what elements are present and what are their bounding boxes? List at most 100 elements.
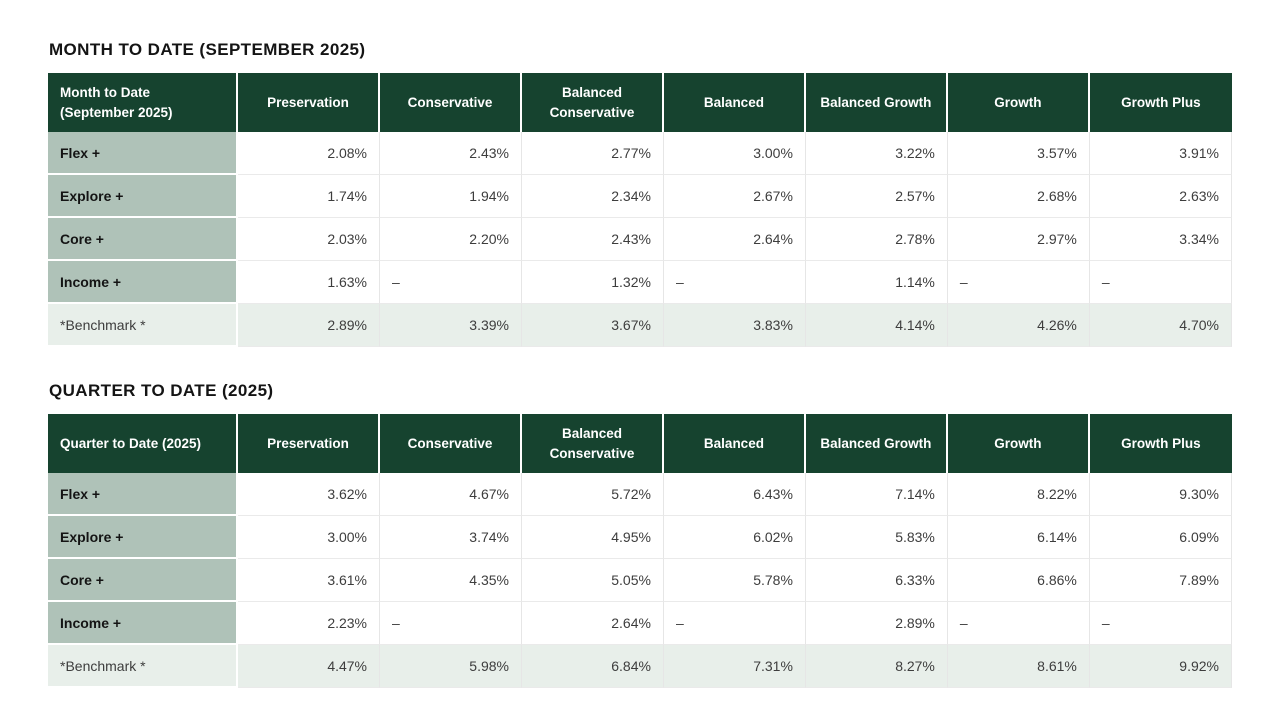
value-cell: 3.39%: [380, 304, 522, 347]
section-title: QUARTER TO DATE (2025): [49, 381, 274, 400]
performance-table: Quarter to Date (2025) Preservation Conse…: [48, 414, 1232, 688]
value-cell: 3.22%: [805, 132, 948, 175]
value-cell: 2.78%: [805, 218, 948, 261]
column-header-cell: Preservation: [238, 73, 381, 132]
value-cell: 4.67%: [380, 473, 522, 516]
value-cell: 4.70%: [1089, 304, 1232, 347]
table-section: MONTH TO DATE (SEPTEMBER 2025) Month to …: [48, 40, 1232, 347]
corner-header-cell: Month to Date (September 2025): [48, 73, 239, 132]
value-cell-empty: –: [947, 261, 1090, 304]
value-cell: 6.02%: [663, 516, 806, 559]
value-cell: 1.32%: [521, 261, 664, 304]
value-cell: 4.14%: [805, 304, 948, 347]
column-header-cell: Balanced Growth: [805, 414, 948, 473]
table-row: Core +2.03% 2.20% 2.43% 2.64% 2.78% 2.97% 3.34…: [48, 218, 1232, 261]
header-row: Quarter to Date (2025) Preservation Conse…: [48, 414, 1232, 473]
value-cell: 5.78%: [663, 559, 806, 602]
table-row: Explore +1.74% 1.94% 2.34% 2.67% 2.57% 2.68% 2…: [48, 175, 1232, 218]
value-cell: 4.35%: [380, 559, 522, 602]
value-cell: 1.74%: [238, 175, 381, 218]
value-cell: 6.33%: [805, 559, 948, 602]
value-cell: 6.09%: [1089, 516, 1232, 559]
value-cell: 5.83%: [805, 516, 948, 559]
value-cell: 3.91%: [1089, 132, 1232, 175]
table-row: Flex +2.08% 2.43% 2.77% 3.00% 3.22% 3.57% 3.91…: [48, 132, 1232, 175]
value-cell: 2.08%: [238, 132, 381, 175]
value-cell: 5.98%: [380, 645, 522, 688]
column-header-cell: Conservative: [380, 73, 522, 132]
value-cell: 4.47%: [238, 645, 381, 688]
benchmark-row: *Benchmark * 2.89% 3.39% 3.67% 3.83% 4.14% 4.2…: [48, 304, 1232, 347]
value-cell: 3.67%: [521, 304, 664, 347]
value-cell: 2.64%: [521, 602, 664, 645]
table-row: Income +1.63% –1.32% –1.14% – –: [48, 261, 1232, 304]
row-label-cell: Income +: [48, 602, 239, 645]
value-cell: 8.22%: [947, 473, 1090, 516]
value-cell-empty: –: [663, 602, 806, 645]
value-cell: 3.00%: [663, 132, 806, 175]
value-cell: 4.26%: [947, 304, 1090, 347]
table-row: Income +2.23% –2.64% –2.89% – –: [48, 602, 1232, 645]
value-cell: 1.14%: [805, 261, 948, 304]
value-cell: 2.68%: [947, 175, 1090, 218]
row-label-cell: Core +: [48, 218, 239, 261]
column-header-cell: Growth: [947, 73, 1090, 132]
value-cell-empty: –: [380, 602, 522, 645]
value-cell: 5.05%: [521, 559, 664, 602]
value-cell: 2.63%: [1089, 175, 1232, 218]
value-cell: 3.74%: [380, 516, 522, 559]
column-header-cell: Balanced: [663, 73, 806, 132]
value-cell: 6.84%: [521, 645, 664, 688]
row-label-cell: *Benchmark *: [48, 304, 239, 347]
row-label-cell: Income +: [48, 261, 239, 304]
performance-table: Month to Date (September 2025) Preservat…: [48, 73, 1232, 347]
value-cell: 2.43%: [521, 218, 664, 261]
value-cell: 3.00%: [238, 516, 381, 559]
row-label-cell: *Benchmark *: [48, 645, 239, 688]
value-cell: 1.63%: [238, 261, 381, 304]
value-cell: 3.61%: [238, 559, 381, 602]
value-cell: 4.95%: [521, 516, 664, 559]
table-row: Core +3.61% 4.35% 5.05% 5.78% 6.33% 6.86% 7.89…: [48, 559, 1232, 602]
column-header-cell: Preservation: [238, 414, 381, 473]
value-cell-empty: –: [1089, 602, 1232, 645]
row-label-cell: Flex +: [48, 473, 239, 516]
value-cell: 7.89%: [1089, 559, 1232, 602]
column-header-cell: Balanced Conservative: [521, 414, 664, 473]
value-cell: 2.20%: [380, 218, 522, 261]
value-cell: 9.92%: [1089, 645, 1232, 688]
value-cell: 2.43%: [380, 132, 522, 175]
column-header-cell: Growth: [947, 414, 1090, 473]
column-header-cell: Conservative: [380, 414, 522, 473]
column-header-cell: Growth Plus: [1089, 73, 1232, 132]
value-cell: 3.57%: [947, 132, 1090, 175]
row-label-cell: Core +: [48, 559, 239, 602]
table-row: Explore +3.00% 3.74% 4.95% 6.02% 5.83% 6.14% 6…: [48, 516, 1232, 559]
row-label-cell: Explore +: [48, 516, 239, 559]
value-cell: 2.34%: [521, 175, 664, 218]
value-cell: 3.83%: [663, 304, 806, 347]
corner-header-cell: Quarter to Date (2025): [48, 414, 239, 473]
value-cell: 6.14%: [947, 516, 1090, 559]
header-row: Month to Date (September 2025) Preservat…: [48, 73, 1232, 132]
column-header-cell: Balanced Growth: [805, 73, 948, 132]
value-cell: 2.03%: [238, 218, 381, 261]
value-cell: 3.34%: [1089, 218, 1232, 261]
value-cell: 2.64%: [663, 218, 806, 261]
value-cell: 9.30%: [1089, 473, 1232, 516]
value-cell: 3.62%: [238, 473, 381, 516]
value-cell: 8.27%: [805, 645, 948, 688]
value-cell-empty: –: [663, 261, 806, 304]
value-cell: 7.31%: [663, 645, 806, 688]
value-cell: 2.97%: [947, 218, 1090, 261]
value-cell-empty: –: [947, 602, 1090, 645]
value-cell-empty: –: [380, 261, 522, 304]
benchmark-row: *Benchmark * 4.47% 5.98% 6.84% 7.31% 8.27% 8.6…: [48, 645, 1232, 688]
section-title: MONTH TO DATE (SEPTEMBER 2025): [49, 40, 366, 59]
value-cell: 8.61%: [947, 645, 1090, 688]
column-header-cell: Balanced: [663, 414, 806, 473]
table-row: Flex +3.62% 4.67% 5.72% 6.43% 7.14% 8.22% 9.30…: [48, 473, 1232, 516]
value-cell: 2.67%: [663, 175, 806, 218]
value-cell: 2.77%: [521, 132, 664, 175]
value-cell: 2.89%: [805, 602, 948, 645]
